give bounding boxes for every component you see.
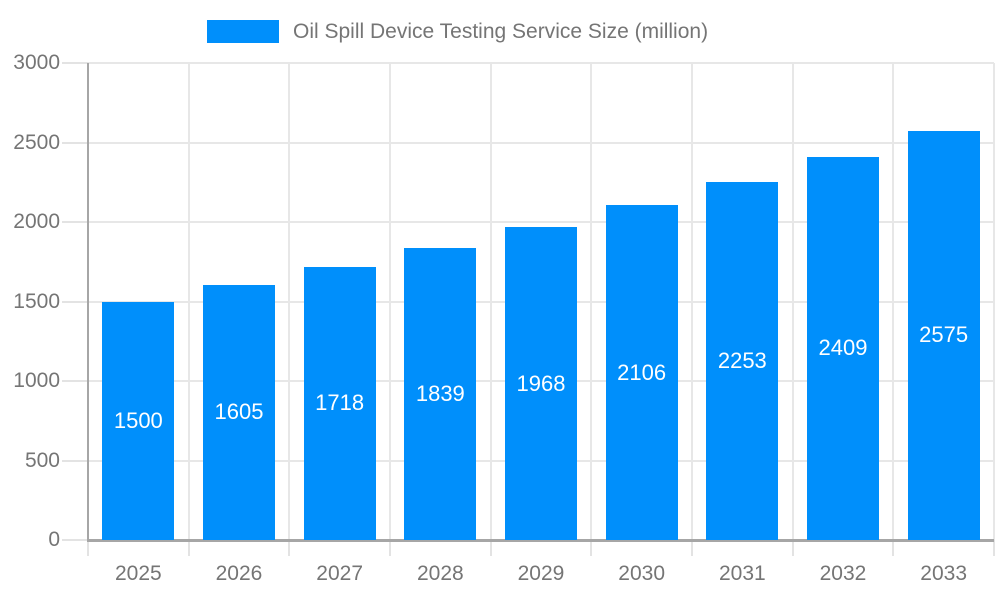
x-axis-tick — [288, 540, 291, 556]
bar-value-label: 1718 — [315, 390, 365, 416]
y-axis-label: 0 — [48, 528, 60, 551]
bar-value-label: 1500 — [113, 407, 163, 433]
x-axis-label: 2028 — [416, 562, 464, 585]
x-axis-tick — [892, 540, 895, 556]
bar-2025[interactable]: 1500 — [102, 301, 175, 540]
legend-item[interactable]: Oil Spill Device Testing Service Size (m… — [207, 20, 708, 43]
x-axis-line — [88, 539, 994, 542]
y-axis-tick — [62, 539, 88, 541]
y-axis-label: 1000 — [13, 369, 60, 392]
y-axis-line — [87, 63, 89, 542]
bar-value-label: 2409 — [818, 335, 868, 361]
bar-value-label: 1968 — [516, 370, 566, 396]
y-axis-label: 2000 — [13, 210, 60, 233]
x-axis-label: 2032 — [819, 562, 867, 585]
y-axis-label: 500 — [24, 448, 60, 472]
x-axis-label: 2029 — [517, 562, 565, 585]
x-axis-tick — [791, 540, 794, 556]
x-axis-label: 2030 — [618, 562, 666, 585]
vertical-gridline — [187, 63, 190, 540]
y-axis-tick — [62, 62, 88, 64]
horizontal-gridline — [88, 221, 994, 223]
bar-value-label: 1839 — [415, 380, 465, 406]
vertical-gridline — [590, 63, 593, 540]
x-axis-label: 2025 — [114, 562, 162, 585]
bar-2031[interactable]: 2253 — [706, 181, 779, 540]
legend-label: Oil Spill Device Testing Service Size (m… — [293, 20, 709, 43]
vertical-gridline — [288, 63, 291, 540]
bar-value-label: 2575 — [919, 322, 969, 348]
x-axis-tick — [590, 540, 593, 556]
y-axis-tick — [62, 300, 88, 303]
x-axis-tick — [87, 540, 89, 556]
x-axis-tick — [389, 540, 391, 556]
bar-value-label: 2253 — [717, 347, 767, 373]
x-axis-tick — [187, 540, 190, 556]
x-axis-tick — [691, 540, 693, 556]
bar-2028[interactable]: 1839 — [404, 247, 477, 540]
horizontal-gridline — [88, 141, 994, 144]
bar-2027[interactable]: 1718 — [303, 266, 376, 540]
bar-2032[interactable]: 2409 — [807, 156, 879, 540]
x-axis-tick — [489, 540, 492, 556]
x-axis-label: 2033 — [920, 562, 968, 585]
vertical-gridline — [993, 63, 995, 540]
bar-2026[interactable]: 1605 — [203, 284, 275, 540]
bar-2029[interactable]: 1968 — [505, 227, 577, 540]
vertical-gridline — [691, 63, 693, 540]
bar-value-label: 2106 — [617, 359, 667, 385]
y-axis-label: 3000 — [13, 51, 60, 74]
vertical-gridline — [489, 63, 492, 540]
legend-marker-swatch — [207, 20, 279, 43]
y-axis-tick — [62, 380, 88, 382]
vertical-gridline — [892, 63, 895, 540]
y-axis-label: 2500 — [13, 130, 60, 154]
y-axis-tick — [62, 141, 88, 144]
bar-2030[interactable]: 2106 — [605, 205, 678, 540]
x-axis-label: 2031 — [718, 562, 766, 585]
x-axis-tick — [993, 540, 995, 556]
bar-value-label: 1605 — [214, 399, 264, 425]
y-axis-tick — [62, 459, 88, 462]
vertical-gridline — [791, 63, 794, 540]
y-axis-label: 1500 — [13, 289, 60, 313]
x-axis-label: 2026 — [215, 562, 263, 585]
x-axis-label: 2027 — [316, 562, 364, 585]
bar-2033[interactable]: 2575 — [907, 130, 980, 540]
horizontal-gridline — [88, 62, 994, 64]
vertical-gridline — [389, 63, 391, 540]
y-axis-tick — [62, 221, 88, 223]
